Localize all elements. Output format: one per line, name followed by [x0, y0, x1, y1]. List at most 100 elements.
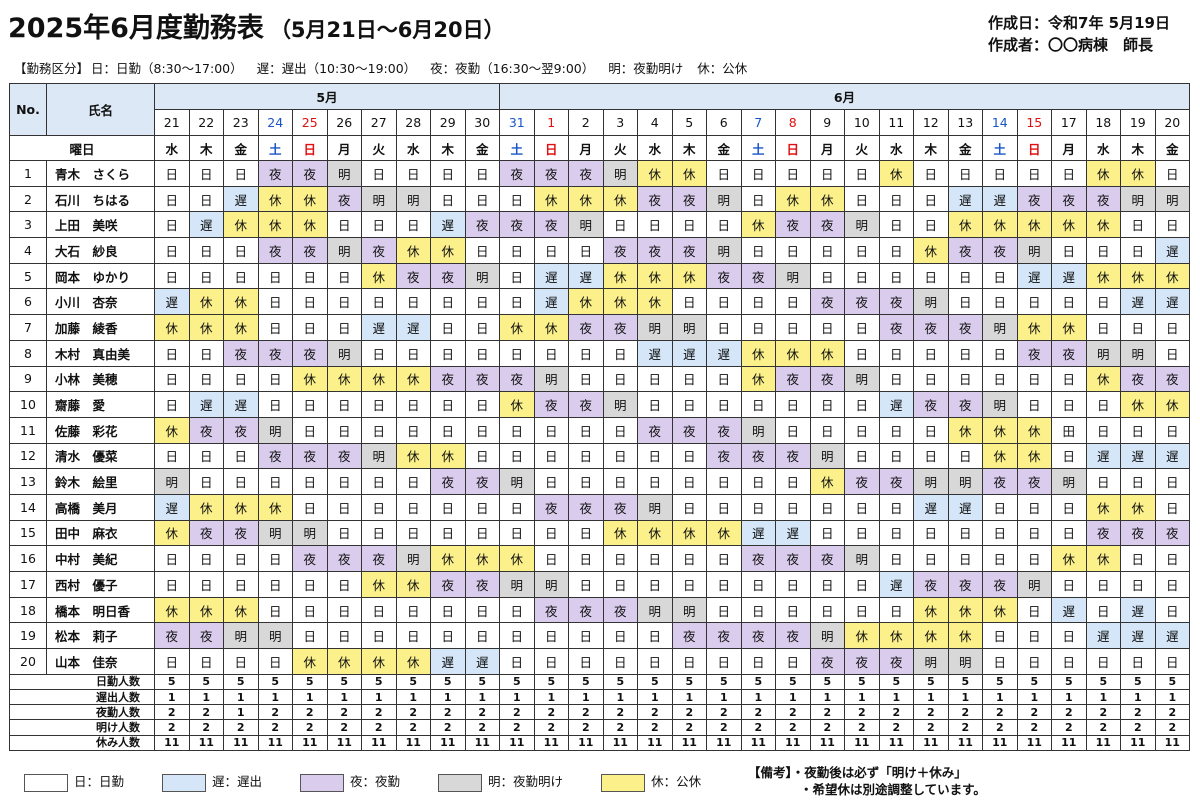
shift-cell: 夜	[257, 442, 293, 470]
shift-cell: 休	[188, 596, 224, 624]
shift-cell: 日	[154, 648, 190, 675]
shift-cell: 夜	[1120, 519, 1156, 547]
shift-cell: 日	[533, 648, 570, 675]
shift-cell: 日	[844, 493, 880, 521]
shift-cell: 日	[913, 545, 949, 572]
shift-cell: 夜	[982, 571, 1018, 598]
shift-cell: 日	[844, 596, 880, 624]
shift-cell: 日	[878, 211, 915, 239]
summary-value: 2	[223, 719, 259, 736]
summary-value: 1	[223, 704, 259, 721]
shift-cell: 明	[1120, 185, 1156, 213]
summary-value: 11	[361, 734, 397, 751]
shift-cell: 夜	[1051, 339, 1087, 367]
shift-cell: 日	[499, 493, 535, 521]
summary-value: 1	[671, 688, 708, 706]
shift-cell: 日	[464, 416, 501, 444]
legend-item: 明：夜勤明け	[438, 771, 563, 792]
shift-cell: 遅	[913, 493, 949, 521]
shift-cell: 日	[1016, 596, 1053, 624]
shift-cell: 日	[1154, 314, 1191, 341]
summary-value: 5	[1120, 673, 1156, 690]
shift-cell: 日	[499, 262, 535, 290]
staff-name: 小林 美穂	[46, 365, 155, 393]
shift-cell: 日	[1085, 314, 1122, 341]
shift-cell: 夜	[913, 571, 949, 598]
shift-cell: 日	[775, 160, 811, 187]
shift-cell: 日	[1016, 288, 1053, 316]
shift-cell: 日	[361, 519, 397, 547]
staff-row: 10 齋藤 愛日遅遅日日日日日日日休夜夜明日日日日日日日遅夜夜明日日日休休	[9, 391, 1191, 418]
shift-cell: 日	[602, 571, 639, 598]
shift-cell: 夜	[775, 442, 811, 470]
shift-cell: 日	[913, 185, 949, 213]
summary-value: 5	[844, 673, 880, 690]
shift-cell: 日	[1154, 648, 1191, 675]
day-number: 4	[637, 109, 673, 136]
shift-cell: 休	[568, 288, 604, 316]
shift-cell: 休	[1085, 545, 1122, 572]
legend-swatch	[601, 773, 646, 792]
shift-cell: 夜	[326, 545, 362, 572]
shift-cell: 夜	[602, 314, 639, 341]
shift-cell: 休	[602, 262, 639, 290]
summary-value: 11	[1085, 734, 1122, 751]
shift-cell: 休	[913, 237, 949, 264]
shift-cell: 明	[706, 237, 742, 264]
shift-cell: 日	[154, 339, 190, 367]
shift-cell: 日	[1085, 648, 1122, 675]
shift-cell: 日	[499, 519, 535, 547]
shift-cell: 夜	[775, 365, 811, 393]
shift-cell: 日	[188, 545, 224, 572]
summary-row: 明け人数 2 2 2 2 2 2 2 2 2 2 2 2 2 2 2 2 2 2 2 2 2 2 2 2 2 2 2 2 2 2	[9, 719, 1191, 736]
summary-row: 夜勤人数 2 2 1 2 2 2 2 2 2 2 2 2 2 2 2 2 2 2 2 2 2 2 2 2 2 2 2 2 2 2	[9, 704, 1191, 721]
summary-value: 2	[154, 719, 190, 736]
shift-cell: 日	[395, 416, 431, 444]
staff-row: 17 西村 優子日日日日日日休休夜夜明明日日日日日日日日日遅夜夜夜明日日日日	[9, 571, 1191, 598]
shift-cell: 明	[809, 442, 846, 470]
shift-cell: 明	[913, 648, 949, 675]
shift-cell: 日	[568, 339, 604, 367]
summary-value: 5	[326, 673, 362, 690]
shift-cell: 日	[740, 571, 777, 598]
summary-value: 11	[464, 734, 501, 751]
shift-cell: 日	[464, 596, 501, 624]
shift-cell: 遅	[1120, 622, 1156, 650]
shift-cell: 日	[982, 648, 1018, 675]
shift-cell: 休	[913, 596, 949, 624]
legend-item: 遅：遅出	[162, 771, 262, 792]
summary-value: 11	[1016, 734, 1053, 751]
shift-cell: 夜	[671, 416, 708, 444]
summary-value: 2	[1051, 719, 1087, 736]
shift-cell: 日	[637, 365, 673, 393]
summary-value: 5	[499, 673, 535, 690]
shift-cell: 夜	[602, 237, 639, 264]
shift-cell: 遅	[1154, 442, 1191, 470]
shift-cell: 休	[395, 442, 431, 470]
shift-cell: 休	[188, 314, 224, 341]
shift-cell: 休	[602, 185, 639, 213]
shift-cell: 遅	[947, 493, 984, 521]
shift-cell: 休	[1085, 493, 1122, 521]
shift-cell: 休	[1154, 391, 1191, 418]
summary-row: 遅出人数 1 1 1 1 1 1 1 1 1 1 1 1 1 1 1 1 1 1 1 1 1 1 1 1 1 1 1 1 1 1	[9, 688, 1191, 706]
shift-cell: 日	[568, 442, 604, 470]
day-number: 19	[1120, 109, 1156, 136]
summary-value: 5	[1016, 673, 1053, 690]
shift-cell: 夜	[1120, 365, 1156, 393]
shift-cell: 日	[844, 262, 880, 290]
shift-cell: 日	[188, 237, 224, 264]
summary-value: 1	[292, 688, 328, 706]
shift-cell: 日	[947, 442, 984, 470]
shift-cell: 日	[568, 571, 604, 598]
staff-name: 田中 麻衣	[46, 519, 155, 547]
shift-cell: 日	[740, 160, 777, 187]
shift-cell: 日	[947, 365, 984, 393]
day-number: 23	[223, 109, 259, 136]
shift-cell: 明	[395, 185, 431, 213]
shift-cell: 日	[464, 185, 501, 213]
staff-name: 上田 美咲	[46, 211, 155, 239]
shift-cell: 休	[1085, 365, 1122, 393]
shift-cell: 遅	[533, 288, 570, 316]
shift-cell: 夜	[430, 365, 466, 393]
